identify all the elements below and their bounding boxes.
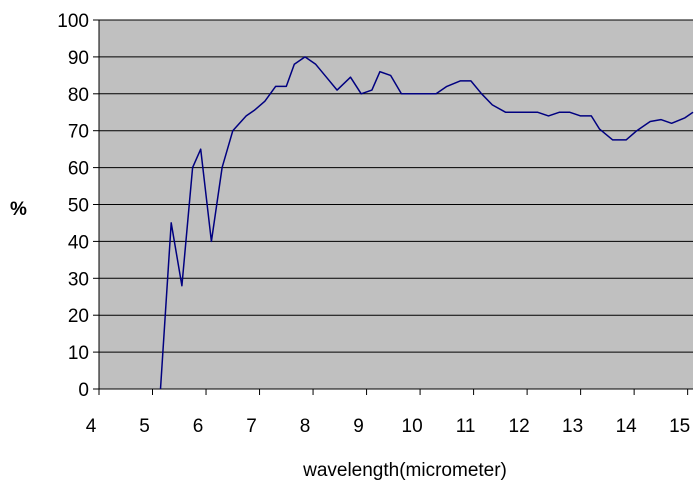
y-axis-title: %	[10, 199, 27, 220]
y-tick-label: 50	[68, 196, 89, 217]
x-tick-label: 14	[616, 416, 638, 437]
x-axis-title: wavelength(micrometer)	[302, 460, 507, 481]
x-tick-label: 7	[246, 416, 257, 437]
x-tick-label: 10	[402, 416, 423, 437]
grid-lines	[99, 19, 693, 353]
x-tick-label: 15	[669, 416, 690, 437]
y-tick-label: 70	[68, 122, 89, 143]
x-tick-label: 12	[509, 416, 530, 437]
y-tick-label: 20	[68, 306, 89, 327]
y-axis-ticks: 0 10 20 30 40 50 60 70 80 90 100	[57, 11, 99, 401]
x-tick-label: 9	[353, 416, 364, 437]
series-line	[159, 56, 694, 390]
y-tick-label: 10	[68, 343, 89, 364]
y-tick-label: 100	[57, 11, 89, 32]
y-tick-label: 90	[68, 48, 89, 69]
x-tick-label: 8	[300, 416, 311, 437]
x-tick-label: 6	[193, 416, 204, 437]
y-tick-label: 30	[68, 269, 89, 290]
x-tick-label: 4	[86, 416, 97, 437]
x-tick-label: 5	[139, 416, 150, 437]
x-axis-ticks: 4 5 6 7 8 9 10 11 12 13 14 15	[86, 389, 690, 437]
series-group	[159, 56, 694, 390]
y-tick-label: 40	[68, 232, 89, 253]
x-tick-label: 11	[456, 416, 476, 437]
x-tick-label: 13	[562, 416, 583, 437]
y-tick-label: 80	[68, 85, 89, 106]
y-tick-label: 60	[68, 159, 89, 180]
y-tick-label: 0	[78, 380, 89, 401]
